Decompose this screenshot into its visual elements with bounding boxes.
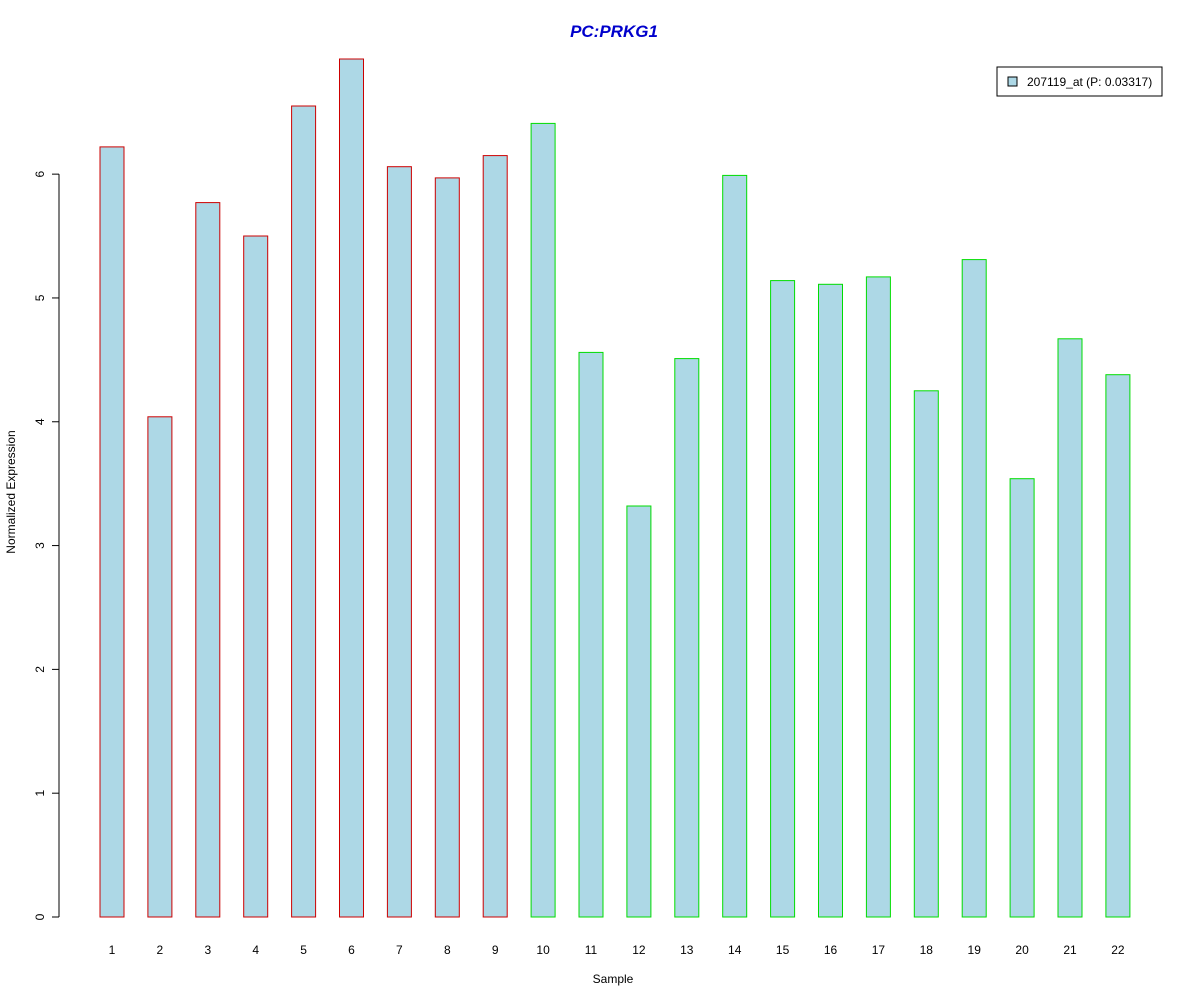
bar-sample-10 [530, 122, 556, 918]
bars-group [99, 58, 1131, 918]
bar-sample-5 [291, 105, 317, 918]
bar-sample-13 [674, 358, 700, 918]
x-tick-label: 13 [680, 943, 694, 957]
bar-sample-21 [1057, 338, 1083, 918]
x-tick-label: 1 [109, 943, 116, 957]
x-tick-label: 5 [300, 943, 307, 957]
x-tick-label: 8 [444, 943, 451, 957]
x-tick-label: 16 [824, 943, 838, 957]
bar-sample-3 [195, 202, 221, 918]
bar-sample-22 [1105, 374, 1131, 918]
x-tick-label: 4 [252, 943, 259, 957]
x-tick-label: 20 [1015, 943, 1029, 957]
y-tick-label: 6 [33, 170, 47, 177]
x-tick-label: 10 [536, 943, 550, 957]
bar-sample-14 [722, 174, 748, 918]
legend-swatch [1007, 76, 1018, 87]
x-tick-label: 17 [872, 943, 886, 957]
chart-title: PC:PRKG1 [570, 22, 658, 41]
bar-sample-6 [339, 58, 364, 918]
legend-series-label: 207119_at (P: 0.03317) [1027, 75, 1152, 89]
y-tick-label: 5 [33, 294, 47, 301]
bar-sample-18 [913, 390, 939, 918]
y-tick-label: 1 [33, 790, 47, 797]
bar-sample-17 [865, 276, 891, 918]
x-tick-label: 14 [728, 943, 742, 957]
x-tick-label: 3 [204, 943, 211, 957]
bar-sample-15 [770, 280, 796, 918]
bar-sample-4 [243, 235, 269, 918]
x-tick-label: 9 [492, 943, 499, 957]
x-tick-label: 22 [1111, 943, 1125, 957]
x-tick-label: 7 [396, 943, 403, 957]
bar-sample-11 [578, 351, 604, 918]
x-tick-label: 18 [920, 943, 934, 957]
bar-sample-19 [961, 259, 987, 918]
x-tick-labels: 1 2 3 4 5 6 7 8 9 10 11 12 13 14 15 16 17 18 19 20 21 22 [109, 943, 1125, 957]
bar-sample-1 [99, 146, 125, 918]
y-axis: 0 1 2 3 4 5 6 [33, 170, 60, 920]
bar-sample-16 [818, 283, 843, 918]
legend: 207119_at (P: 0.03317) [996, 66, 1163, 97]
x-tick-label: 6 [348, 943, 355, 957]
bar-sample-8 [434, 177, 460, 918]
y-tick-label: 4 [33, 418, 47, 425]
y-tick-label: 2 [33, 666, 47, 673]
x-tick-label: 2 [157, 943, 164, 957]
x-tick-label: 15 [776, 943, 790, 957]
bar-sample-7 [386, 166, 412, 918]
x-tick-label: 21 [1063, 943, 1077, 957]
bar-sample-20 [1009, 478, 1035, 918]
x-tick-label: 19 [968, 943, 982, 957]
bar-sample-2 [147, 416, 173, 918]
bar-sample-12 [626, 505, 652, 918]
x-axis-title: Sample [593, 972, 634, 986]
y-tick-label: 0 [33, 913, 47, 920]
x-tick-label: 11 [585, 943, 598, 957]
x-tick-label: 12 [632, 943, 646, 957]
legend-box [996, 66, 1163, 97]
y-tick-label: 3 [33, 542, 47, 549]
bar-sample-9 [482, 155, 508, 918]
y-axis-title: Normalized Expression [4, 430, 18, 553]
